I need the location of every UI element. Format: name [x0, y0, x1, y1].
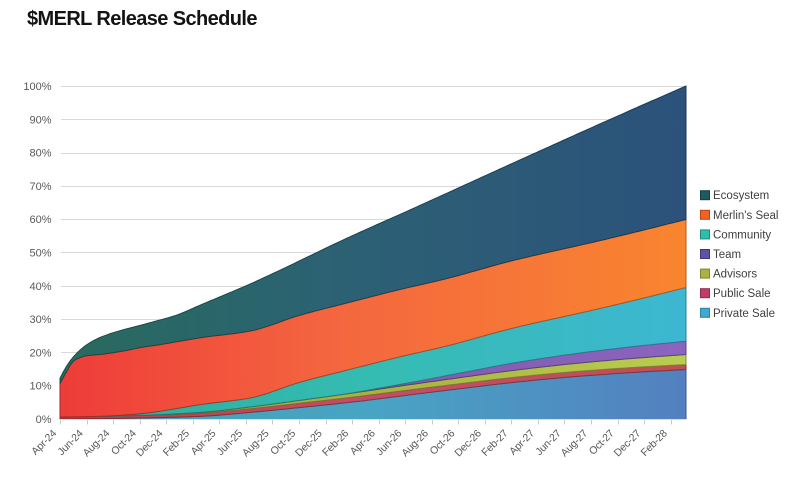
- svg-text:Public Sale: Public Sale: [713, 288, 771, 300]
- svg-text:70%: 70%: [29, 181, 51, 193]
- svg-text:Advisors: Advisors: [713, 269, 757, 281]
- svg-text:40%: 40%: [29, 281, 51, 293]
- svg-text:0%: 0%: [36, 414, 52, 426]
- svg-text:60%: 60%: [29, 214, 51, 226]
- svg-text:30%: 30%: [29, 314, 51, 326]
- svg-text:10%: 10%: [29, 381, 51, 393]
- svg-text:100%: 100%: [23, 81, 51, 93]
- svg-text:Team: Team: [713, 249, 741, 261]
- svg-text:50%: 50%: [29, 248, 51, 260]
- svg-text:80%: 80%: [29, 148, 51, 160]
- svg-text:20%: 20%: [29, 347, 51, 359]
- svg-text:Private Sale: Private Sale: [713, 308, 775, 320]
- svg-text:Ecosystem: Ecosystem: [713, 190, 769, 202]
- svg-text:90%: 90%: [29, 114, 51, 126]
- svg-text:Merlin's Seal: Merlin's Seal: [713, 210, 778, 222]
- svg-text:Community: Community: [713, 229, 771, 241]
